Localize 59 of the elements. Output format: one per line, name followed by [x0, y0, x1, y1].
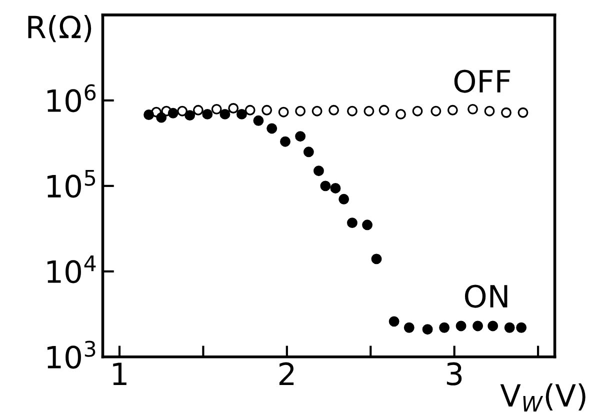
point [244, 104, 256, 116]
point [303, 146, 314, 158]
point [430, 106, 442, 116]
point [144, 110, 154, 120]
point [278, 106, 289, 118]
point [328, 104, 340, 116]
series-label: OFF [454, 70, 510, 93]
point [338, 194, 350, 204]
point [378, 104, 390, 116]
point [266, 123, 278, 134]
point [518, 107, 528, 118]
point [314, 166, 324, 176]
point [295, 131, 306, 142]
point [364, 106, 374, 116]
point [404, 322, 414, 333]
x-tick-label: 1 [113, 362, 126, 385]
point [362, 220, 373, 230]
y-tick-label: 10$^{3}$ [47, 340, 96, 369]
point [211, 104, 222, 114]
point [253, 115, 264, 126]
x-axis-title: V$_{W}$(V) [500, 383, 586, 412]
point [468, 104, 478, 114]
point [156, 112, 167, 123]
point [516, 322, 527, 333]
point [330, 182, 341, 194]
point [262, 104, 272, 116]
point [412, 106, 423, 116]
point [472, 320, 484, 332]
point [504, 322, 515, 333]
point [439, 322, 450, 333]
point [320, 180, 331, 192]
point [228, 103, 239, 114]
point [295, 106, 306, 116]
point [447, 104, 458, 116]
point [484, 106, 495, 116]
x-tick-label: 2 [279, 362, 294, 385]
y-tick-label: 10$^{4}$ [47, 256, 96, 284]
x-tick-label: 3 [446, 362, 462, 386]
point [168, 108, 178, 118]
y-axis-title: R(Ω) [28, 14, 92, 42]
point [184, 110, 196, 121]
point [280, 136, 290, 147]
point [346, 106, 358, 116]
point [456, 320, 466, 332]
y-tick-label: 10$^{6}$ [47, 84, 96, 112]
point [488, 320, 498, 332]
point [371, 254, 382, 264]
point [422, 324, 433, 335]
point [501, 107, 512, 118]
point [396, 108, 406, 120]
point [202, 108, 213, 120]
point [192, 104, 204, 116]
point [220, 108, 230, 120]
y-tick-label: 10$^{5}$ [47, 170, 96, 198]
point [388, 316, 400, 327]
point [346, 218, 358, 228]
series-label: ON [465, 284, 508, 308]
point [236, 108, 247, 120]
point [312, 106, 322, 116]
